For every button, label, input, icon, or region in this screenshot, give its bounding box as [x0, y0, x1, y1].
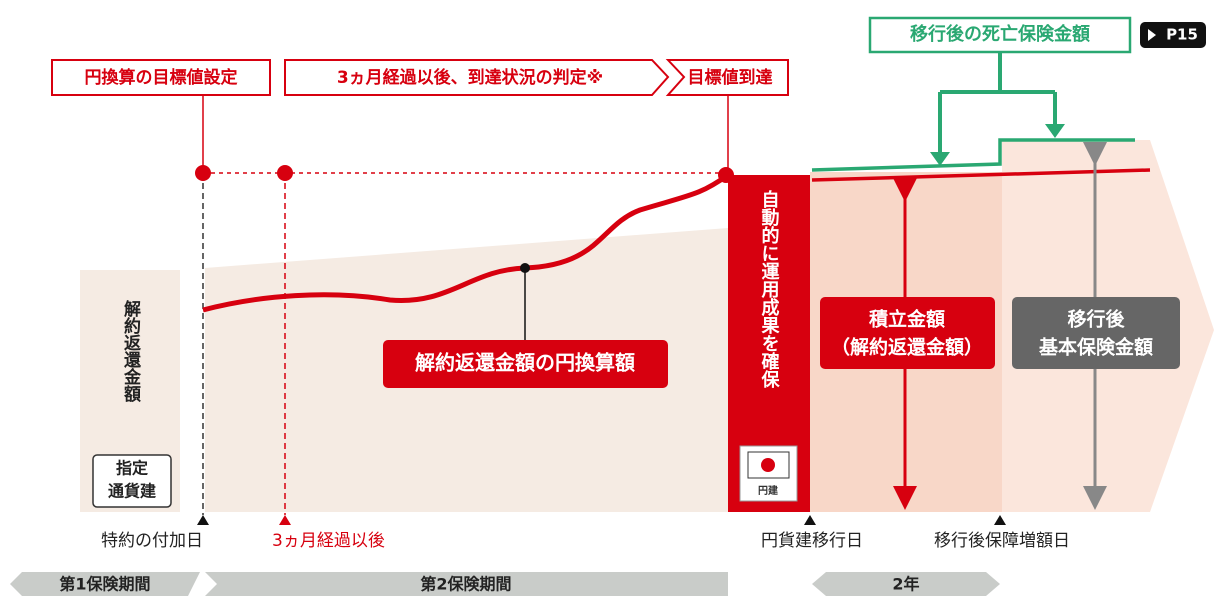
step-box: [665, 59, 789, 96]
dot: [277, 165, 293, 181]
timeline-label: 特約の付加日: [101, 531, 203, 551]
bracket-arrows: [930, 124, 1065, 166]
ref-icon: [1148, 29, 1156, 41]
timeline-label: 円貨建移行日: [761, 531, 863, 551]
box-text: （解約返還金額）: [831, 336, 983, 359]
step: 目標値到達: [688, 67, 773, 88]
ref: P15: [1166, 26, 1198, 44]
box-text: 移行後: [1067, 308, 1125, 331]
step: 円換算の目標値設定: [85, 67, 238, 88]
period-label: 2年: [892, 575, 919, 594]
timeline-label: 移行後保障増額日: [934, 531, 1070, 551]
period: [205, 572, 728, 596]
box-text: 積立金額: [869, 308, 945, 331]
timeline-label: 3ヵ月経過以後: [272, 531, 385, 551]
dot: [718, 167, 734, 183]
basic-box: [1012, 297, 1180, 369]
currency-box: [92, 454, 172, 508]
accum-box: [820, 297, 995, 369]
curve: [202, 172, 730, 313]
left-label: 解約返還金額: [120, 299, 142, 403]
box-text: 基本保険金額: [1038, 336, 1153, 359]
period-label: 第2保険期間: [420, 575, 511, 594]
flag-sun: [761, 458, 775, 472]
bracket: [938, 52, 1057, 155]
step-box: [284, 59, 670, 96]
death-label: 移行後の死亡保険金額: [910, 23, 1090, 45]
curve-label: 解約返還金額の円換算額: [415, 351, 635, 375]
tick: [197, 515, 1006, 525]
curve-box: [383, 340, 668, 388]
death-box: [868, 16, 1132, 54]
period: [10, 572, 200, 596]
column-label: 自動的に運用成果を確保: [759, 189, 781, 389]
tick: [279, 515, 291, 525]
period-label: 第1保険期間: [59, 575, 150, 594]
step-box: [51, 59, 271, 96]
currency: 通貨建: [108, 482, 156, 501]
period: [812, 572, 1000, 596]
flag-label: 円建: [758, 484, 779, 497]
death-line: [811, 138, 1135, 172]
dot: [195, 165, 211, 181]
step: 3ヵ月経過以後、到達状況の判定※: [337, 67, 603, 88]
currency: 指定: [116, 459, 148, 478]
ref-badge: [1140, 22, 1206, 48]
